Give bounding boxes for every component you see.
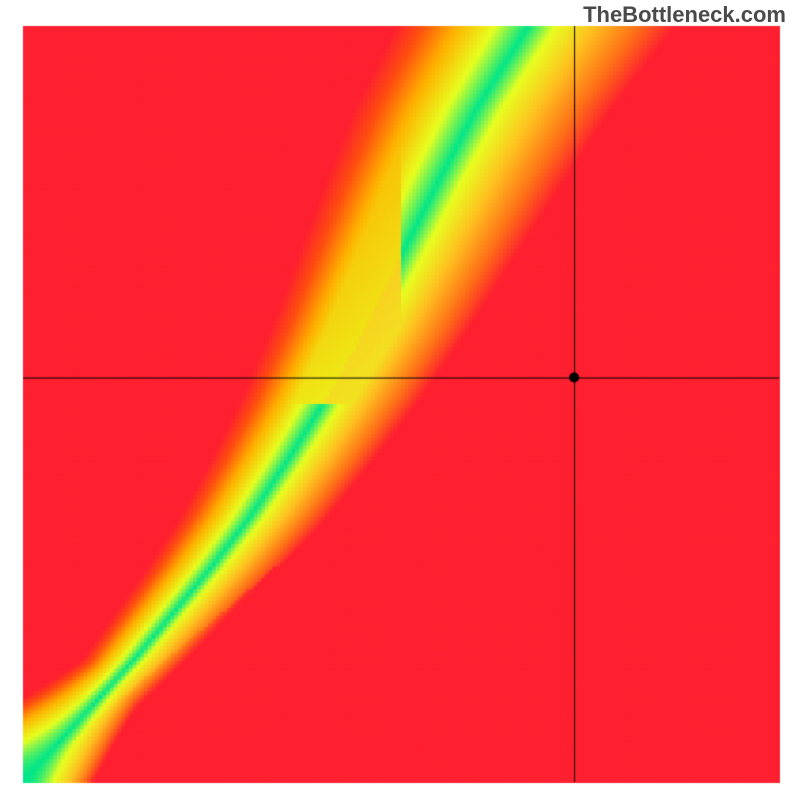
heatmap-canvas: [0, 0, 800, 800]
chart-container: TheBottleneck.com: [0, 0, 800, 800]
watermark-text: TheBottleneck.com: [583, 2, 786, 28]
